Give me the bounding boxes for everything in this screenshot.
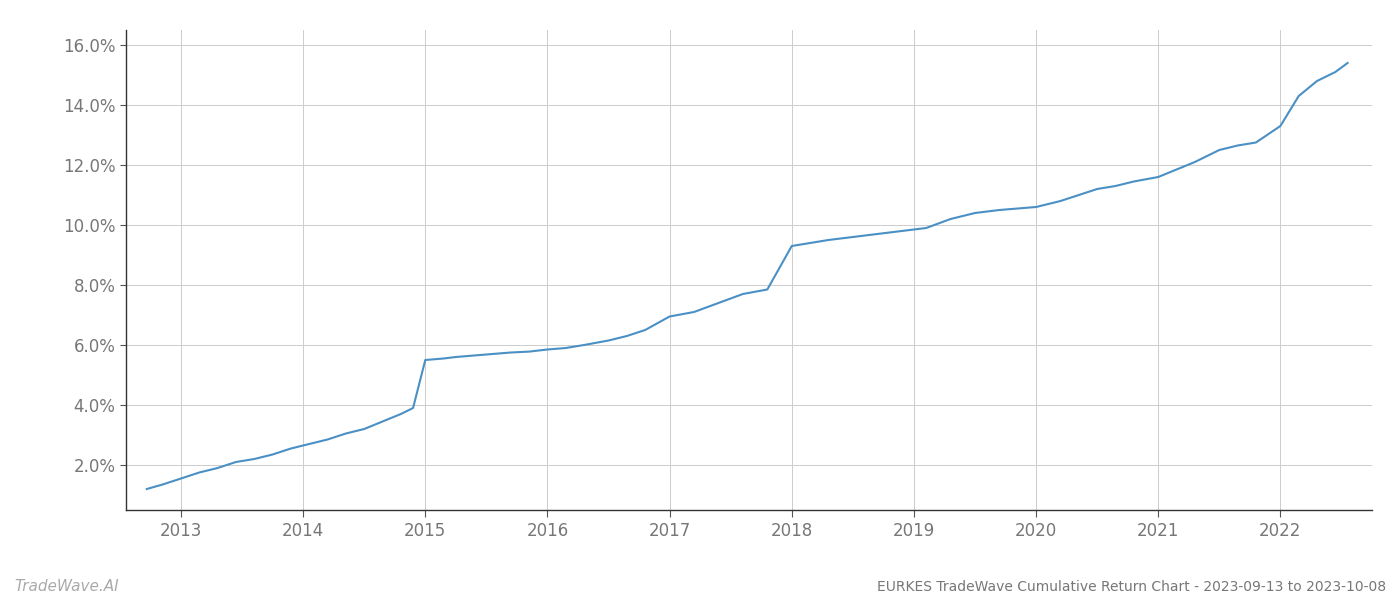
Text: EURKES TradeWave Cumulative Return Chart - 2023-09-13 to 2023-10-08: EURKES TradeWave Cumulative Return Chart… <box>876 580 1386 594</box>
Text: TradeWave.AI: TradeWave.AI <box>14 579 119 594</box>
